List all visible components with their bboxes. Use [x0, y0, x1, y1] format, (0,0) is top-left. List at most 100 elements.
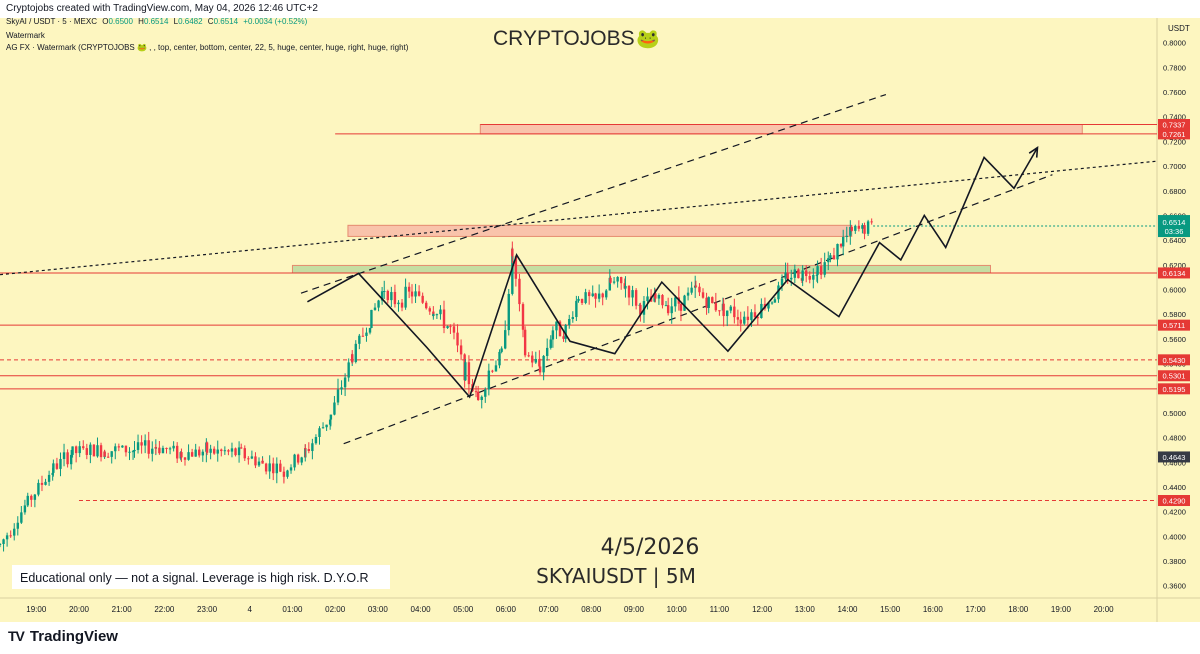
legend: SkyAI / USDT · 5 · MEXC O0.6500 H0.6514 … — [6, 18, 409, 52]
legend-l-label: L — [174, 18, 179, 26]
x-tick-label: 04:00 — [411, 605, 432, 614]
candle-body — [733, 306, 736, 318]
candle-body — [275, 463, 278, 474]
watermark: CRYPTOJOBS 🐸 — [493, 27, 660, 50]
candle-body — [854, 225, 857, 231]
candle-body — [870, 221, 873, 223]
candle-body — [705, 297, 708, 308]
candle-body — [407, 286, 411, 292]
disclaimer: Educational only — not a signal. Leverag… — [20, 571, 369, 585]
price-tag-label: 0.7261 — [1163, 130, 1186, 139]
candle-body — [71, 446, 74, 455]
candle-body — [654, 293, 657, 299]
x-tick-label: 08:00 — [581, 605, 602, 614]
candle-body — [400, 302, 404, 308]
candle-body — [328, 419, 332, 425]
candle-body — [729, 306, 732, 311]
candle-body — [133, 449, 136, 452]
candle-body — [698, 286, 701, 293]
y-tick-label: 0.8000 — [1163, 39, 1186, 48]
candle-body — [498, 351, 501, 366]
candle-body — [161, 447, 165, 454]
candle-body — [476, 391, 480, 401]
current-price-tag — [1158, 215, 1190, 238]
trend-line-1[interactable] — [300, 93, 887, 294]
projection-path[interactable] — [307, 147, 1039, 399]
resistance-zone-top[interactable] — [479, 123, 1083, 135]
candle-body — [300, 457, 303, 463]
candle-body — [151, 448, 154, 454]
candle-body — [190, 452, 194, 457]
resistance-zone-mid[interactable] — [347, 224, 853, 237]
y-tick-label: 0.6000 — [1163, 285, 1186, 294]
x-tick-label: 10:00 — [667, 605, 688, 614]
candle-body — [124, 445, 128, 453]
currency-label: USDT — [1168, 24, 1190, 33]
y-tick-label: 0.5800 — [1163, 310, 1186, 319]
candle-body — [661, 295, 664, 306]
candle-body — [425, 302, 428, 309]
candle-body — [432, 314, 435, 316]
x-tick-label: 19:00 — [1051, 605, 1072, 614]
candle-body — [619, 277, 623, 284]
candle-body — [40, 482, 44, 485]
y-tick-label: 0.4000 — [1163, 532, 1186, 541]
candle-body — [474, 391, 478, 393]
plot-area[interactable] — [0, 18, 1157, 598]
frog-icon: 🐸 — [636, 28, 660, 50]
candle-body — [296, 454, 300, 463]
candle-body — [62, 452, 66, 459]
candle-body — [421, 295, 424, 303]
candle-body — [373, 307, 377, 310]
candle-body — [165, 447, 168, 450]
candle-body — [784, 272, 787, 279]
candle-body — [646, 296, 649, 302]
candle-body — [623, 283, 626, 289]
candle-body — [390, 292, 393, 301]
tradingview-brand: TradingView — [29, 627, 118, 645]
candle-body — [147, 440, 150, 454]
candle-body — [85, 448, 89, 455]
candle-body — [282, 473, 286, 477]
candle-body — [786, 272, 789, 280]
candle-body — [756, 317, 760, 319]
candle-body — [829, 255, 832, 259]
time-axis[interactable] — [0, 598, 1157, 622]
candle-body — [480, 396, 483, 401]
x-tick-label: 22:00 — [154, 605, 175, 614]
candle-body — [500, 348, 503, 352]
candle-countdown: 03:36 — [1165, 227, 1184, 236]
price-tag — [1158, 370, 1190, 382]
trend-line-2[interactable] — [0, 160, 1158, 276]
candle-body — [240, 447, 243, 449]
candle-body — [736, 317, 740, 320]
candle-body — [377, 300, 380, 308]
candle-body — [89, 444, 92, 455]
candle-body — [538, 359, 541, 367]
candle-body — [518, 278, 521, 305]
candle-body — [343, 377, 347, 388]
candle-body — [361, 335, 365, 337]
candle-body — [264, 463, 268, 472]
candle-body — [0, 543, 2, 545]
candle-body — [531, 355, 534, 363]
x-tick-label: 01:00 — [282, 605, 303, 614]
price-tag — [1158, 319, 1190, 331]
candle-body — [131, 451, 135, 453]
candle-body — [154, 447, 158, 449]
candle-body — [247, 458, 250, 460]
candle-body — [128, 451, 131, 453]
support-zone[interactable] — [291, 264, 991, 274]
candle-body — [711, 297, 714, 304]
candle-body — [358, 335, 361, 344]
candle-body — [819, 266, 823, 275]
candle-body — [538, 366, 542, 373]
candle-body — [44, 481, 47, 485]
y-tick-label: 0.4400 — [1163, 483, 1186, 492]
tradingview-footer[interactable]: TV TradingView — [8, 624, 118, 648]
price-chart[interactable]: 0.8000 0.7800 0.7600 0.7400 0.7200 0.7000 0.68… — [0, 18, 1200, 622]
trend-line-0[interactable] — [343, 174, 1053, 445]
y-tick-label: 0.3600 — [1163, 582, 1186, 591]
y-tick-label: 0.4200 — [1163, 508, 1186, 517]
y-tick-label: 0.7200 — [1163, 137, 1186, 146]
